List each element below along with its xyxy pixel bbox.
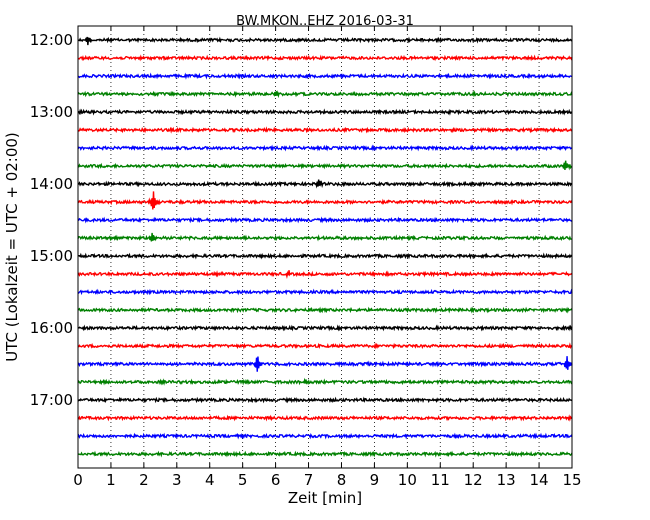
trace-line [77, 396, 573, 404]
x-tick-label: 3 [172, 471, 182, 489]
trace-line [77, 126, 573, 134]
x-tick-label: 4 [205, 471, 215, 489]
x-tick-label: 2 [139, 471, 149, 489]
trace-line [77, 306, 573, 314]
x-tick-label: 15 [562, 471, 581, 489]
x-tick-label: 0 [73, 471, 83, 489]
y-tick-label: 12:00 [30, 31, 73, 49]
x-tick-label: 1 [106, 471, 116, 489]
y-tick-label: 13:00 [30, 103, 73, 121]
x-axis-label: Zeit [min] [288, 489, 362, 507]
grid-lines [110, 26, 540, 468]
y-tick-label: 17:00 [30, 391, 73, 409]
trace-line [77, 72, 573, 80]
trace-line [77, 324, 573, 332]
trace-line [77, 108, 573, 116]
trace-line [77, 288, 573, 296]
trace-line [78, 216, 573, 224]
trace-line [77, 90, 573, 99]
trace-line [77, 144, 573, 152]
x-tick-label: 13 [497, 471, 516, 489]
y-tick-label: 15:00 [30, 247, 73, 265]
trace-line [77, 232, 573, 242]
y-tick-label: 16:00 [30, 319, 73, 337]
x-tick-label: 11 [431, 471, 450, 489]
trace-line [77, 342, 573, 350]
trace-line [77, 36, 572, 46]
trace-line [77, 356, 573, 372]
x-tick-label: 14 [530, 471, 549, 489]
trace-line [77, 270, 573, 279]
trace-line [77, 191, 573, 210]
trace-line [77, 414, 573, 422]
y-axis-label: UTC (Lokalzeit = UTC + 02:00) [3, 132, 21, 362]
x-tick-label: 8 [337, 471, 347, 489]
trace-line [77, 179, 573, 189]
trace-line [77, 160, 573, 171]
x-tick-label: 12 [464, 471, 483, 489]
trace-line [77, 432, 573, 440]
x-tick-label: 6 [271, 471, 281, 489]
x-axis: 0 1 2 3 4 5 6 7 8 9 10 11 12 13 14 15 [73, 26, 582, 489]
x-tick-label: 5 [238, 471, 248, 489]
trace-line [77, 54, 573, 62]
trace-group [77, 36, 573, 458]
chart-title: BW.MKON..EHZ 2016-03-31 [236, 14, 414, 29]
x-tick-label: 7 [304, 471, 314, 489]
trace-line [77, 450, 573, 458]
trace-line [77, 377, 573, 386]
x-tick-label: 9 [370, 471, 380, 489]
plot-frame [77, 25, 573, 469]
trace-line [77, 252, 573, 260]
x-tick-label: 10 [398, 471, 417, 489]
y-axis: 12:00 13:00 14:00 15:00 16:00 17:00 [30, 31, 572, 409]
y-tick-label: 14:00 [30, 175, 73, 193]
